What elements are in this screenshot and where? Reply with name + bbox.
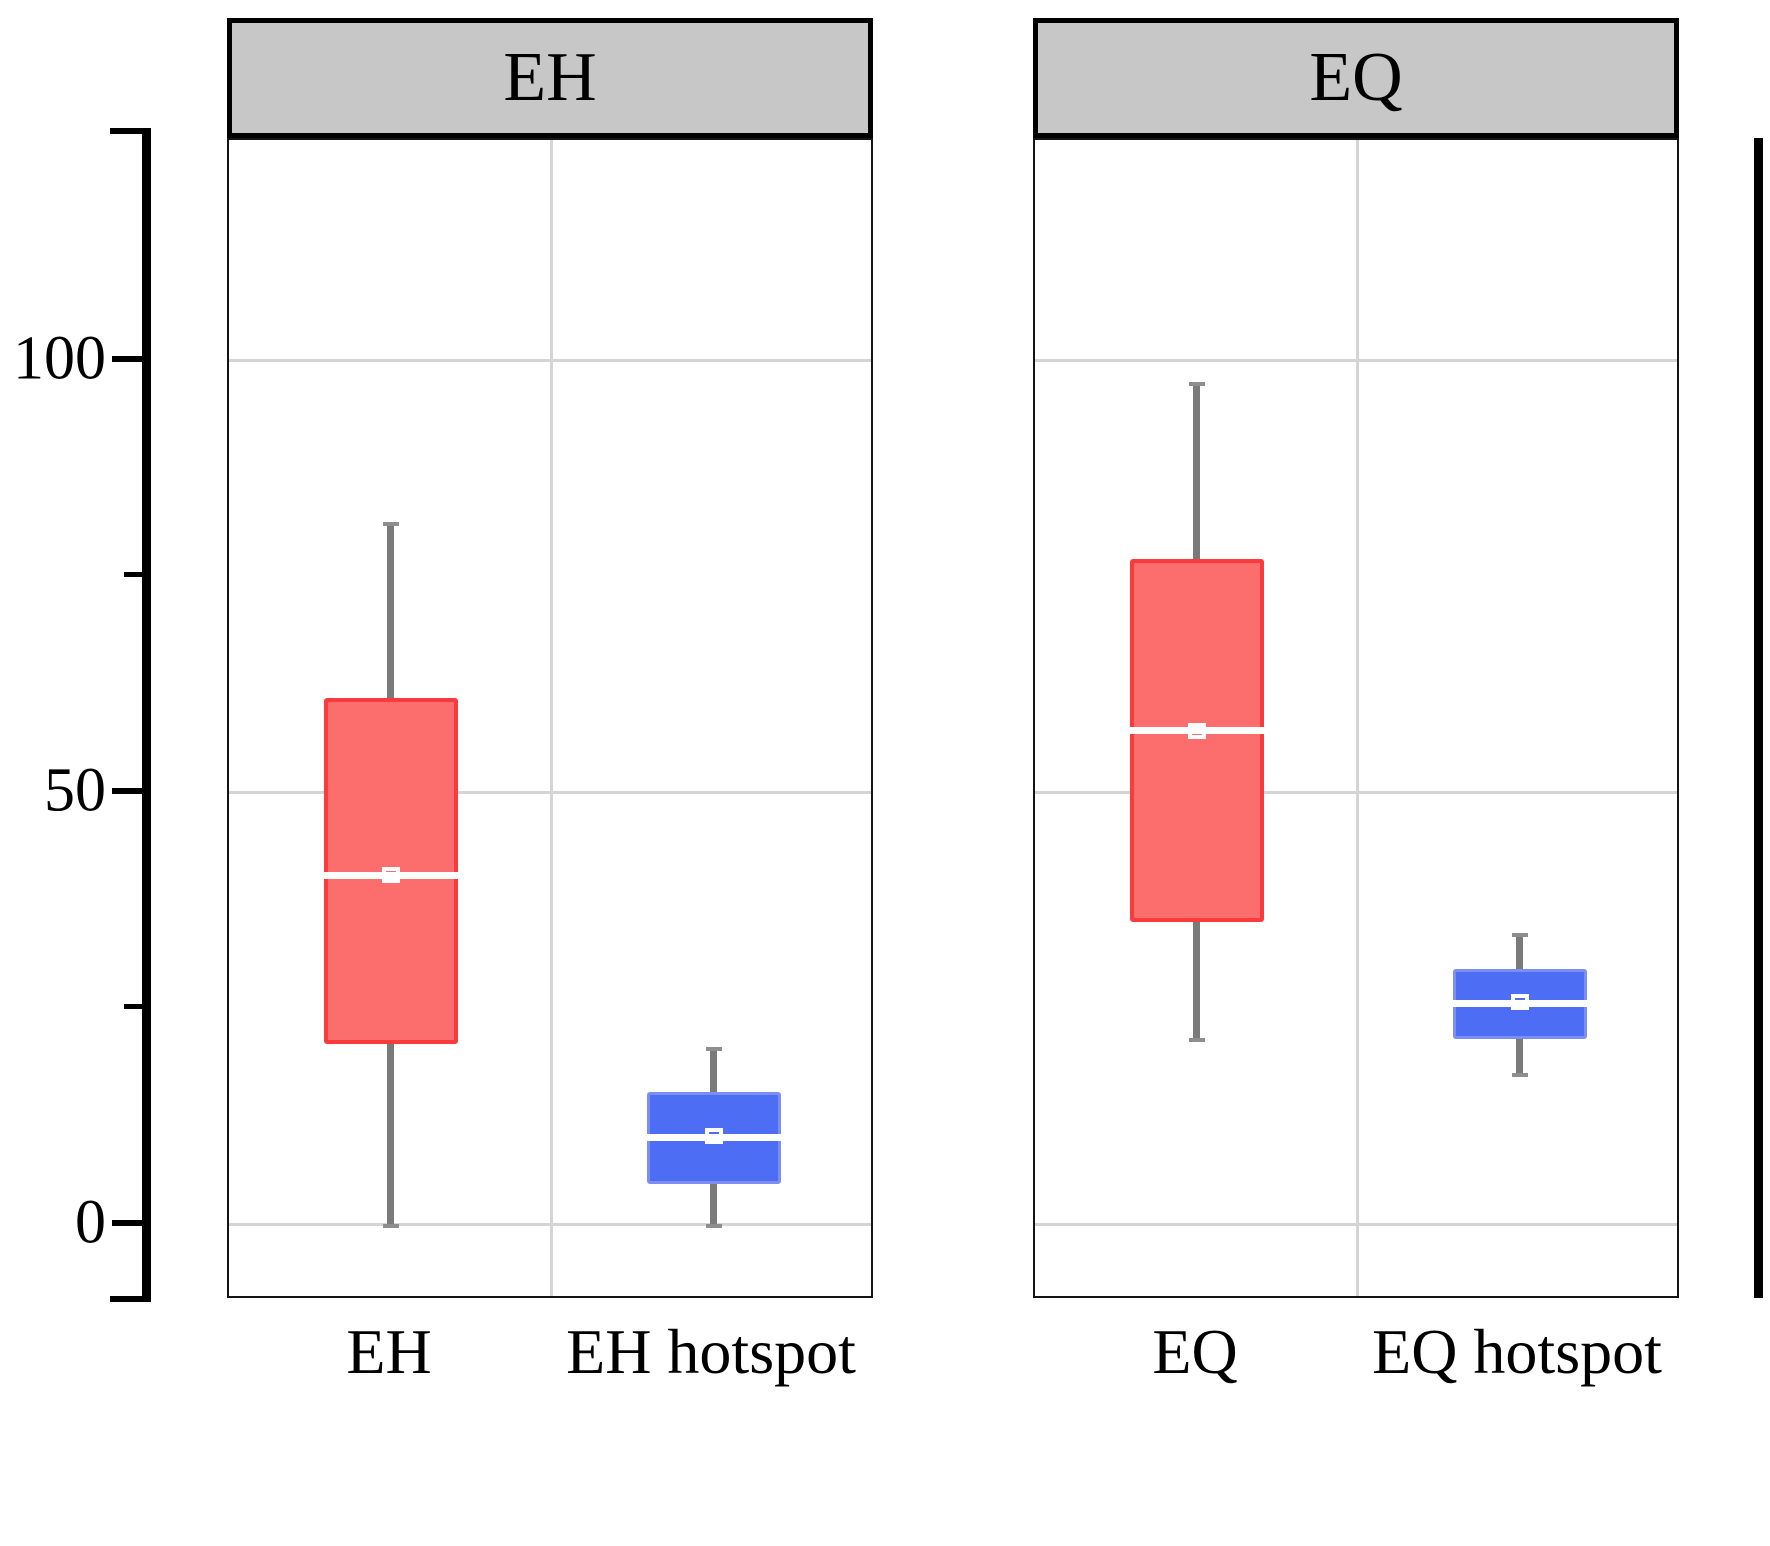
whisker-cap-high-EH [382,522,399,527]
median-line-EQ hotspot [1449,1000,1590,1008]
y-tick-label-100: 100 [13,324,106,393]
whisker-cap-high-EH hotspot [705,1046,722,1051]
facet-header-eq: EQ [1033,18,1679,138]
y-tick-50 [112,788,143,794]
gridline-vertical-minor [550,140,553,1296]
facet-panel-eq [1033,138,1679,1298]
facet-header-eh-label: EH [503,39,597,116]
y-tick-0 [112,1220,143,1226]
y-axis-line [142,128,151,1302]
x-tick-label-eh-hotspot: EH hotspot [566,1316,856,1387]
gridline-vertical-minor [1356,140,1359,1296]
secondary-y-axis-line [1754,138,1763,1298]
median-line-EH [320,871,461,879]
x-tick-label-eq: EQ [1152,1316,1238,1387]
facet-panel-eh [227,138,873,1298]
facet-header-eh: EH [227,18,873,138]
whisker-cap-high-EQ hotspot [1511,932,1528,937]
whisker-cap-low-EQ hotspot [1511,1072,1528,1077]
y-axis-top-cap [110,128,150,134]
whisker-cap-low-EH [382,1224,399,1228]
whisker-cap-high-EQ [1188,382,1205,387]
y-axis-bottom-cap [110,1296,150,1302]
whisker-cap-low-EH hotspot [705,1224,722,1228]
mean-marker-EH [381,867,400,884]
x-tick-label-eq-hotspot: EQ hotspot [1372,1316,1662,1387]
x-tick-label-eh: EH [346,1316,432,1387]
median-line-EH hotspot [643,1134,784,1142]
mean-marker-EQ [1187,722,1206,739]
mean-marker-EQ hotspot [1510,994,1529,1011]
y-tick-label-50: 50 [44,756,106,825]
y-tick-minor-25 [124,1004,143,1009]
boxplot-box-EQ [1129,558,1264,922]
whisker-cap-low-EQ [1188,1038,1205,1043]
y-tick-label-0: 0 [75,1188,106,1257]
mean-marker-EH hotspot [704,1128,723,1144]
facet-header-eq-label: EQ [1309,39,1403,116]
boxplot-box-EH [323,697,458,1044]
y-tick-minor-75 [124,572,143,577]
y-tick-100 [112,356,143,362]
median-line-EQ [1126,727,1267,735]
